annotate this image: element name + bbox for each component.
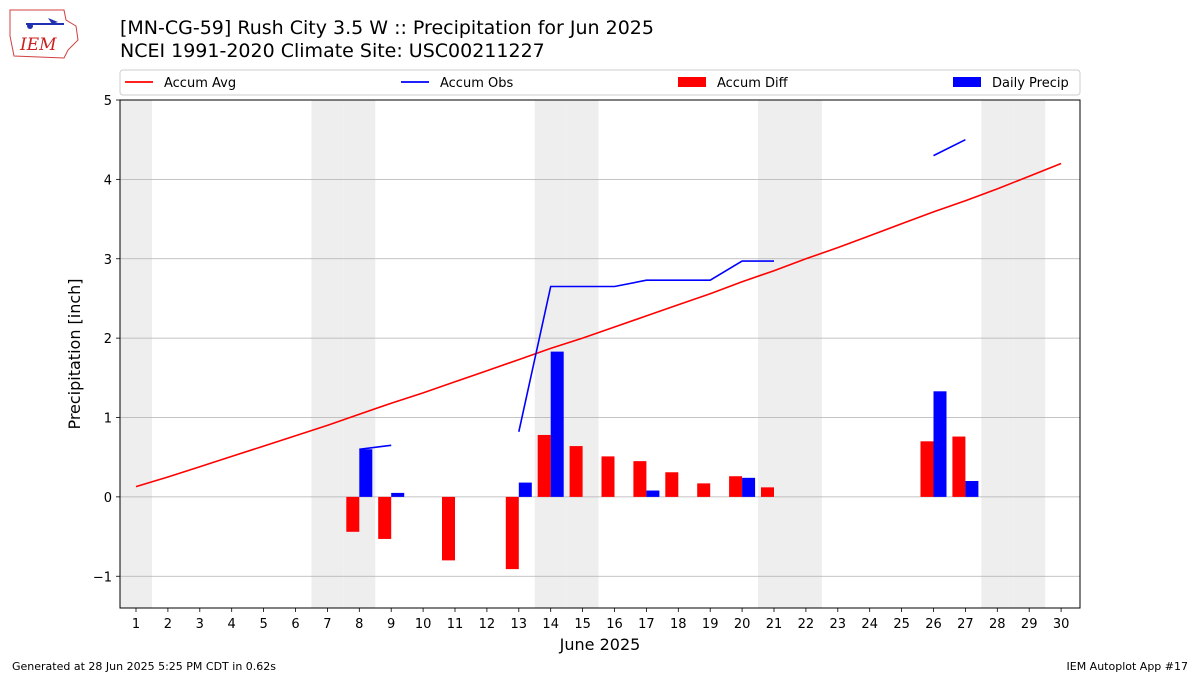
x-tick-label: 28 <box>989 617 1006 632</box>
chart-title: [MN-CG-59] Rush City 3.5 W :: Precipitat… <box>120 17 654 39</box>
x-tick-label: 18 <box>670 617 687 632</box>
x-tick-label: 16 <box>606 617 623 632</box>
x-tick-label: 26 <box>925 617 942 632</box>
x-tick-label: 22 <box>798 617 815 632</box>
x-tick-label: 30 <box>1053 617 1070 632</box>
weekend-shade <box>311 100 344 608</box>
x-tick-label: 17 <box>638 617 655 632</box>
y-tick-label: 0 <box>104 491 112 506</box>
x-tick-label: 27 <box>957 617 974 632</box>
daily-precip-bar <box>646 490 660 497</box>
x-tick-label: 3 <box>196 617 204 632</box>
x-tick-label: 20 <box>734 617 751 632</box>
legend-label: Accum Obs <box>440 76 513 91</box>
legend-label: Accum Avg <box>164 76 236 91</box>
accum-diff-bar <box>952 436 966 497</box>
legend-box <box>119 69 1081 96</box>
x-tick-label: 15 <box>574 617 591 632</box>
x-tick-label: 29 <box>1021 617 1038 632</box>
x-tick-label: 7 <box>323 617 331 632</box>
weekend-shade <box>566 100 599 608</box>
accum-diff-bar <box>569 446 583 497</box>
x-tick-label: 23 <box>830 617 847 632</box>
accum-diff-bar <box>601 456 615 497</box>
accum-obs-line <box>359 444 392 451</box>
weekend-shade <box>120 100 152 608</box>
y-tick-label: 5 <box>104 94 112 109</box>
x-tick-label: 13 <box>511 617 528 632</box>
accum-obs-line <box>933 138 966 157</box>
x-tick-label: 24 <box>861 617 878 632</box>
y-axis-label: Precipitation [inch] <box>65 278 84 429</box>
x-tick-label: 11 <box>447 617 464 632</box>
accum-diff-bar <box>761 487 774 497</box>
accum-diff-bar <box>505 496 519 570</box>
accum-diff-bar <box>346 496 360 532</box>
y-tick-label: −1 <box>93 570 112 585</box>
legend-swatch <box>678 77 706 87</box>
daily-precip-bar <box>742 477 756 497</box>
accum-diff-bar <box>537 434 551 497</box>
logo-text: IEM <box>19 35 57 55</box>
x-tick-label: 2 <box>164 617 172 632</box>
x-tick-label: 5 <box>259 617 267 632</box>
legend-label: Daily Precip <box>992 76 1069 91</box>
y-tick-label: 4 <box>104 173 112 188</box>
weekend-shade <box>758 100 790 608</box>
x-tick-label: 8 <box>355 617 363 632</box>
y-tick-label: 3 <box>104 253 112 268</box>
accum-diff-bar <box>633 461 647 497</box>
legend-label: Accum Diff <box>717 76 789 91</box>
daily-precip-bar <box>550 351 564 497</box>
x-tick-label: 19 <box>702 617 719 632</box>
x-tick-label: 4 <box>228 617 236 632</box>
accum-diff-bar <box>697 483 711 497</box>
x-tick-label: 9 <box>387 617 395 632</box>
accum-diff-bar <box>442 496 455 561</box>
daily-precip-bar <box>518 482 532 497</box>
legend-swatch <box>953 77 981 87</box>
accum-obs-line <box>518 260 774 432</box>
generated-timestamp: Generated at 28 Jun 2025 5:25 PM CDT in … <box>12 660 277 673</box>
accum-diff-bar <box>729 476 743 497</box>
daily-precip-bar <box>391 492 405 497</box>
x-tick-label: 10 <box>415 617 432 632</box>
x-tick-label: 12 <box>479 617 496 632</box>
app-label: IEM Autoplot App #17 <box>1066 660 1189 673</box>
accum-diff-bar <box>378 496 392 539</box>
x-tick-label: 21 <box>766 617 783 632</box>
y-tick-label: 2 <box>104 332 112 347</box>
x-axis-label: June 2025 <box>559 635 641 654</box>
daily-precip-bar <box>933 391 947 497</box>
x-tick-label: 6 <box>291 617 299 632</box>
daily-precip-bar <box>359 449 373 497</box>
chart-subtitle: NCEI 1991-2020 Climate Site: USC00211227 <box>120 40 545 62</box>
weekend-shade <box>789 100 822 608</box>
weekend-shade <box>1013 100 1046 608</box>
daily-precip-bar <box>965 481 979 497</box>
x-tick-label: 14 <box>542 617 559 632</box>
x-tick-label: 1 <box>132 617 140 632</box>
x-tick-label: 25 <box>893 617 910 632</box>
accum-avg-line <box>135 162 1062 488</box>
accum-diff-bar <box>920 441 934 497</box>
weekend-shade <box>981 100 1014 608</box>
accum-diff-bar <box>665 472 679 497</box>
y-tick-label: 1 <box>104 412 112 427</box>
iem-logo: IEM <box>6 6 82 60</box>
plot-frame <box>119 99 1081 609</box>
